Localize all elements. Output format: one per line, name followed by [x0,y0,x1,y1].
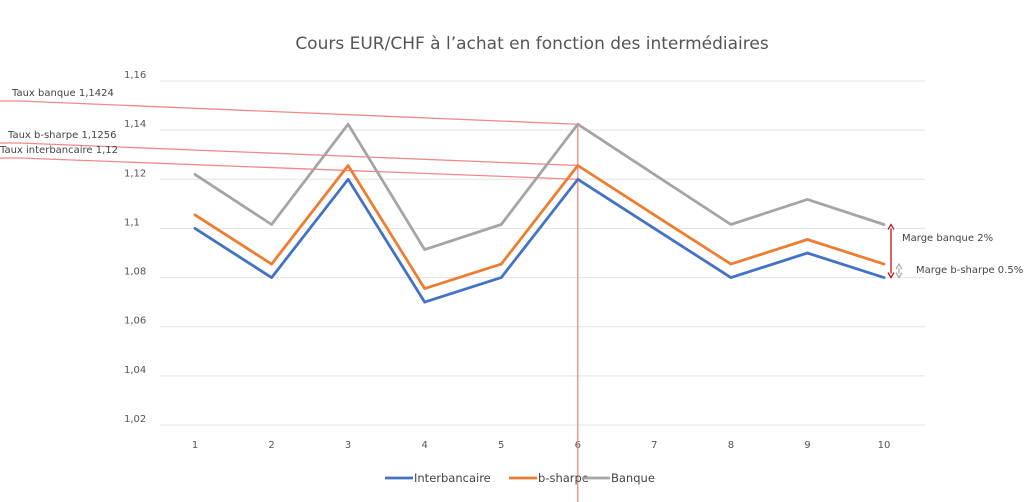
y-tick-label: 1,16 [124,70,146,81]
y-axis-ticks: 1,02 1,04 1,06 1,08 1,1 1,12 1,14 1,16 [124,70,146,425]
x-tick-label: 10 [878,440,891,451]
data-point [806,238,809,241]
y-tick-label: 1,02 [124,414,146,425]
x-tick-label: 7 [651,440,657,451]
y-tick-label: 1,1 [124,217,140,228]
data-point [500,223,503,226]
reference-lines: Taux banque 1,1424 Taux b-sharpe 1,1256 Ta… [0,88,579,502]
x-tick-label: 4 [421,440,427,451]
data-point [270,262,273,266]
data-point [653,173,656,176]
data-point [193,227,197,230]
x-axis-ticks: 12345678910 [192,440,891,451]
x-tick-label: 9 [804,440,810,451]
data-point [193,173,197,176]
y-tick-label: 1,12 [124,168,146,179]
data-point [882,262,886,266]
margin-arrow-head [895,272,903,279]
y-tick-label: 1,04 [124,365,146,376]
data-point [729,276,733,279]
x-tick-label: 1 [192,440,198,451]
chart-title: Cours EUR/CHF à l’achat en fonction des … [295,34,769,54]
series-line-banque [193,122,886,252]
x-tick-label: 5 [498,440,504,451]
reference-line [0,142,578,167]
reference-line [0,100,578,125]
series-lines [193,122,886,304]
data-point [423,287,426,290]
data-point [423,300,426,304]
reference-label: Taux b-sharpe 1,1256 [7,130,116,141]
y-tick-label: 1,06 [124,316,146,327]
x-tick-label: 3 [345,440,351,451]
data-point [882,276,886,279]
legend: Interbancaire b-sharpe Banque [385,471,655,485]
y-tick-label: 1,08 [124,267,146,278]
data-point [346,178,350,181]
reference-label: Taux interbancaire 1,12 [0,145,118,156]
data-point [576,164,579,167]
reference-line [0,157,578,180]
x-tick-label: 2 [268,440,274,451]
margin-arrow-head [887,272,895,279]
data-point [806,251,809,255]
margin-annotations: Marge banque 2% Marge b-sharpe 0.5% [887,223,1023,279]
data-point [729,262,733,266]
data-point [806,198,809,201]
x-tick-label: 8 [728,440,734,451]
margin-label: Marge b-sharpe 0.5% [916,265,1023,276]
legend-label: b-sharpe [538,471,589,485]
data-point [423,248,426,251]
data-point [882,223,886,226]
data-point [346,123,350,126]
legend-label: Interbancaire [414,471,491,485]
data-point [576,178,579,181]
series-line-interbancaire [193,177,886,304]
data-point [500,262,503,266]
data-point [270,276,273,279]
series-line-b-sharpe [193,164,886,291]
data-point [500,276,503,279]
reference-label: Taux banque 1,1424 [11,88,114,99]
data-point [729,223,733,226]
legend-label: Banque [611,471,655,485]
margin-arrow-head [895,262,903,270]
data-point [653,227,656,230]
margin-arrow-head [887,223,895,230]
y-tick-label: 1,14 [124,119,146,130]
data-point [653,213,656,217]
gridlines [160,80,925,426]
margin-label: Marge banque 2% [902,233,993,244]
data-point [193,213,197,217]
data-point [270,223,273,226]
data-point [576,123,579,126]
data-point [346,164,350,167]
